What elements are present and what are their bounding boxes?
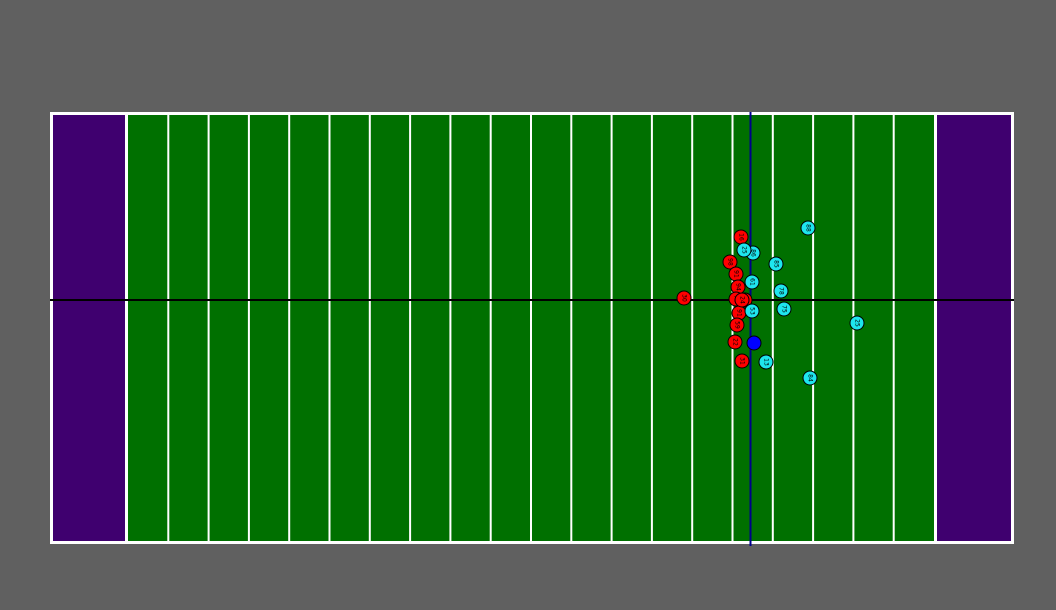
player-number: 25 [854, 319, 861, 327]
player-number: 98 [727, 258, 734, 266]
player-number: 22 [732, 338, 739, 346]
player-marker: 88 [800, 220, 816, 236]
player-number: 30 [681, 294, 688, 302]
player-dot [849, 315, 865, 331]
player-dot [758, 354, 774, 370]
player-marker: 22 [727, 334, 743, 350]
player-number: 88 [805, 224, 812, 232]
player-number: 59 [734, 321, 741, 329]
endzone-left [53, 115, 125, 541]
player-dot [734, 353, 750, 369]
player-marker: 24 [734, 292, 750, 308]
player-marker: 25 [736, 242, 752, 258]
player-dot [744, 274, 760, 290]
endzone-right [937, 115, 1011, 541]
player-number: 85 [773, 260, 780, 268]
player-marker: 84 [802, 370, 818, 386]
player-marker: 25 [849, 315, 865, 331]
player-number: 61 [749, 278, 756, 286]
player-number: 75 [781, 305, 788, 313]
player-number: 84 [807, 374, 814, 382]
player-dot [768, 256, 784, 272]
player-dot [722, 254, 738, 270]
team-b-players: 88 86 85 61 78 75 53 25 13 84 25 [736, 220, 865, 386]
player-dot [729, 317, 745, 333]
player-number: 86 [750, 249, 757, 257]
player-dot [800, 220, 816, 236]
player-dot [776, 301, 792, 317]
player-marker: 85 [768, 256, 784, 272]
player-number: 13 [763, 358, 770, 366]
player-number: 94 [735, 283, 742, 291]
player-number: 91 [736, 309, 743, 317]
player-dot [727, 334, 743, 350]
player-marker: 53 [744, 303, 760, 319]
player-number: 25 [741, 246, 748, 254]
player-number: 78 [778, 287, 785, 295]
player-marker: 61 [744, 274, 760, 290]
player-marker: 16 [733, 229, 749, 245]
player-number: 91 [733, 270, 740, 278]
player-marker: 13 [758, 354, 774, 370]
player-dot [773, 283, 789, 299]
player-marker: 78 [773, 283, 789, 299]
player-number: 31 [739, 357, 746, 365]
player-number: 53 [749, 307, 756, 315]
player-number: 24 [739, 296, 746, 304]
player-dot [734, 292, 750, 308]
player-dot [676, 290, 692, 306]
yard-lines [167, 115, 895, 541]
player-number: 16 [738, 233, 745, 241]
player-marker: 31 [734, 353, 750, 369]
player-marker: 75 [776, 301, 792, 317]
team-a-players: 169891943075359159223124 [676, 229, 753, 369]
player-dot [744, 303, 760, 319]
player-marker: 30 [676, 290, 692, 306]
ball-marker [746, 335, 762, 351]
player-dot [736, 242, 752, 258]
player-marker: 91 [728, 266, 744, 282]
player-marker: 98 [722, 254, 738, 270]
player-dot [802, 370, 818, 386]
player-marker: 59 [729, 317, 745, 333]
